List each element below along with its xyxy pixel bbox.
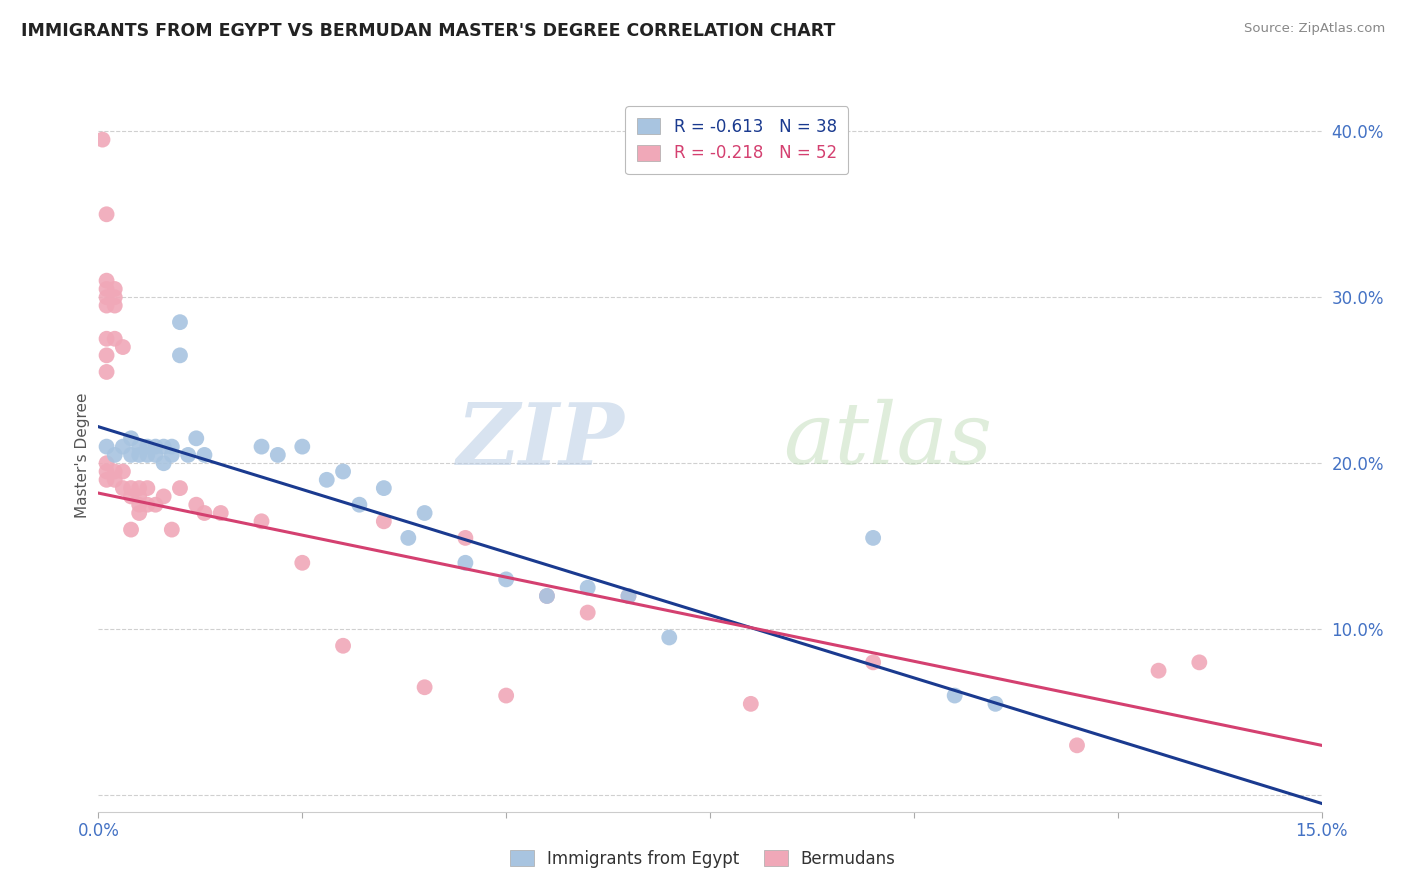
- Point: [413, 506, 436, 520]
- Point: [169, 315, 191, 329]
- Point: [454, 556, 477, 570]
- Point: [128, 506, 150, 520]
- Point: [186, 498, 208, 512]
- Text: Source: ZipAtlas.com: Source: ZipAtlas.com: [1244, 22, 1385, 36]
- Point: [96, 207, 118, 221]
- Point: [136, 498, 159, 512]
- Point: [96, 299, 118, 313]
- Point: [104, 465, 127, 479]
- Text: IMMIGRANTS FROM EGYPT VS BERMUDAN MASTER'S DEGREE CORRELATION CHART: IMMIGRANTS FROM EGYPT VS BERMUDAN MASTER…: [21, 22, 835, 40]
- Point: [396, 531, 419, 545]
- Point: [96, 348, 118, 362]
- Point: [1147, 664, 1170, 678]
- Point: [315, 473, 337, 487]
- Point: [152, 456, 174, 470]
- Point: [332, 465, 354, 479]
- Point: [250, 514, 273, 528]
- Point: [120, 481, 142, 495]
- Point: [120, 523, 142, 537]
- Point: [136, 481, 159, 495]
- Point: [495, 573, 517, 587]
- Point: [104, 448, 127, 462]
- Point: [145, 448, 167, 462]
- Point: [145, 440, 167, 454]
- Point: [111, 340, 134, 354]
- Point: [96, 465, 118, 479]
- Point: [120, 431, 142, 445]
- Legend: R = -0.613   N = 38, R = -0.218   N = 52: R = -0.613 N = 38, R = -0.218 N = 52: [626, 106, 848, 174]
- Text: ZIP: ZIP: [457, 399, 624, 483]
- Point: [96, 274, 118, 288]
- Point: [943, 689, 966, 703]
- Point: [120, 490, 142, 504]
- Point: [104, 473, 127, 487]
- Point: [495, 689, 517, 703]
- Point: [536, 589, 558, 603]
- Point: [169, 481, 191, 495]
- Point: [128, 448, 150, 462]
- Point: [104, 290, 127, 304]
- Point: [96, 365, 118, 379]
- Point: [209, 506, 232, 520]
- Point: [96, 440, 118, 454]
- Point: [96, 473, 118, 487]
- Point: [104, 332, 127, 346]
- Point: [413, 680, 436, 694]
- Point: [186, 431, 208, 445]
- Point: [91, 133, 114, 147]
- Point: [332, 639, 354, 653]
- Point: [576, 606, 599, 620]
- Point: [617, 589, 640, 603]
- Point: [373, 481, 395, 495]
- Point: [160, 523, 183, 537]
- Point: [862, 531, 884, 545]
- Point: [104, 282, 127, 296]
- Point: [862, 656, 884, 670]
- Point: [291, 440, 314, 454]
- Point: [128, 498, 150, 512]
- Point: [120, 448, 142, 462]
- Point: [576, 581, 599, 595]
- Point: [96, 332, 118, 346]
- Point: [111, 481, 134, 495]
- Point: [291, 556, 314, 570]
- Y-axis label: Master's Degree: Master's Degree: [75, 392, 90, 517]
- Point: [136, 448, 159, 462]
- Point: [193, 448, 215, 462]
- Text: atlas: atlas: [783, 400, 993, 482]
- Point: [250, 440, 273, 454]
- Point: [349, 498, 371, 512]
- Point: [373, 514, 395, 528]
- Point: [658, 631, 681, 645]
- Point: [984, 697, 1007, 711]
- Point: [111, 440, 134, 454]
- Point: [96, 290, 118, 304]
- Point: [169, 348, 191, 362]
- Point: [1066, 739, 1088, 753]
- Point: [104, 299, 127, 313]
- Point: [160, 440, 183, 454]
- Point: [617, 589, 640, 603]
- Legend: Immigrants from Egypt, Bermudans: Immigrants from Egypt, Bermudans: [503, 844, 903, 875]
- Point: [136, 440, 159, 454]
- Point: [454, 531, 477, 545]
- Point: [177, 448, 200, 462]
- Point: [267, 448, 290, 462]
- Point: [128, 440, 150, 454]
- Point: [160, 448, 183, 462]
- Point: [111, 465, 134, 479]
- Point: [193, 506, 215, 520]
- Point: [96, 456, 118, 470]
- Point: [145, 498, 167, 512]
- Point: [740, 697, 762, 711]
- Point: [96, 282, 118, 296]
- Point: [536, 589, 558, 603]
- Point: [128, 481, 150, 495]
- Point: [152, 440, 174, 454]
- Point: [128, 490, 150, 504]
- Point: [152, 490, 174, 504]
- Point: [1188, 656, 1211, 670]
